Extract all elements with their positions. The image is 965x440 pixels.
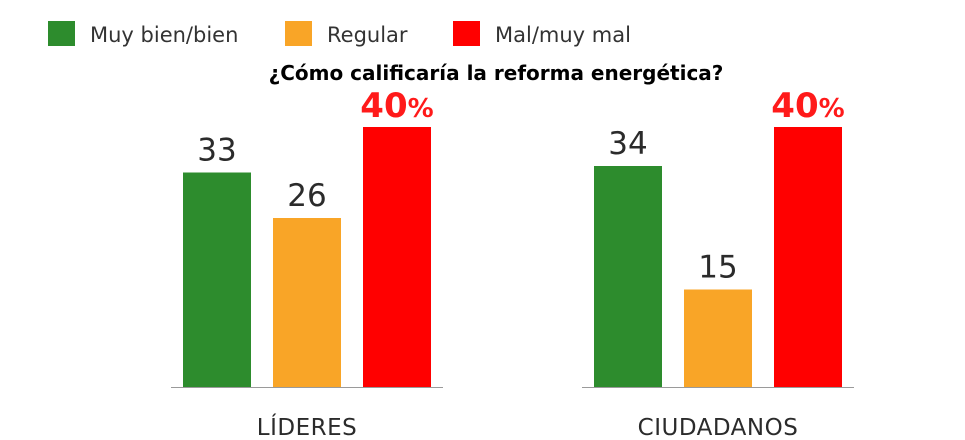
legend-swatch-muy-bien-bien — [48, 21, 75, 46]
bar-groups: 33 26 40% LÍDERES 34 15 40% CIUDADANOS — [171, 86, 854, 440]
data-label-ciudadanos-regular: 15 — [698, 250, 737, 286]
bar-group-lideres: 33 26 40% LÍDERES — [171, 86, 443, 440]
data-label-ciudadanos-mal-muy-mal: 40% — [771, 86, 844, 126]
bar-lideres-mal-muy-mal — [363, 127, 431, 387]
data-label-ciudadanos-muy-bien-bien: 34 — [608, 126, 647, 162]
legend-swatch-mal-muy-mal — [453, 21, 480, 46]
data-label-lideres-regular: 26 — [287, 178, 326, 214]
legend-label-regular: Regular — [327, 23, 408, 47]
category-label-lideres: LÍDERES — [257, 413, 357, 440]
legend-label-muy-bien-bien: Muy bien/bien — [90, 23, 238, 47]
bar-ciudadanos-regular — [684, 289, 752, 387]
data-label-lideres-mal-muy-mal: 40% — [360, 86, 433, 126]
bar-lideres-muy-bien-bien — [183, 172, 251, 387]
chart-legend: Muy bien/bien Regular Mal/muy mal — [48, 21, 631, 47]
legend-label-mal-muy-mal: Mal/muy mal — [495, 23, 631, 47]
bar-ciudadanos-mal-muy-mal — [774, 127, 842, 387]
bar-ciudadanos-muy-bien-bien — [594, 166, 662, 387]
bar-lideres-regular — [273, 218, 341, 387]
category-label-ciudadanos: CIUDADANOS — [638, 415, 799, 440]
bar-group-ciudadanos: 34 15 40% CIUDADANOS — [582, 86, 854, 440]
data-label-lideres-muy-bien-bien: 33 — [197, 133, 236, 169]
chart-title: ¿Cómo calificaría la reforma energética? — [269, 61, 724, 85]
legend-swatch-regular — [285, 21, 312, 46]
